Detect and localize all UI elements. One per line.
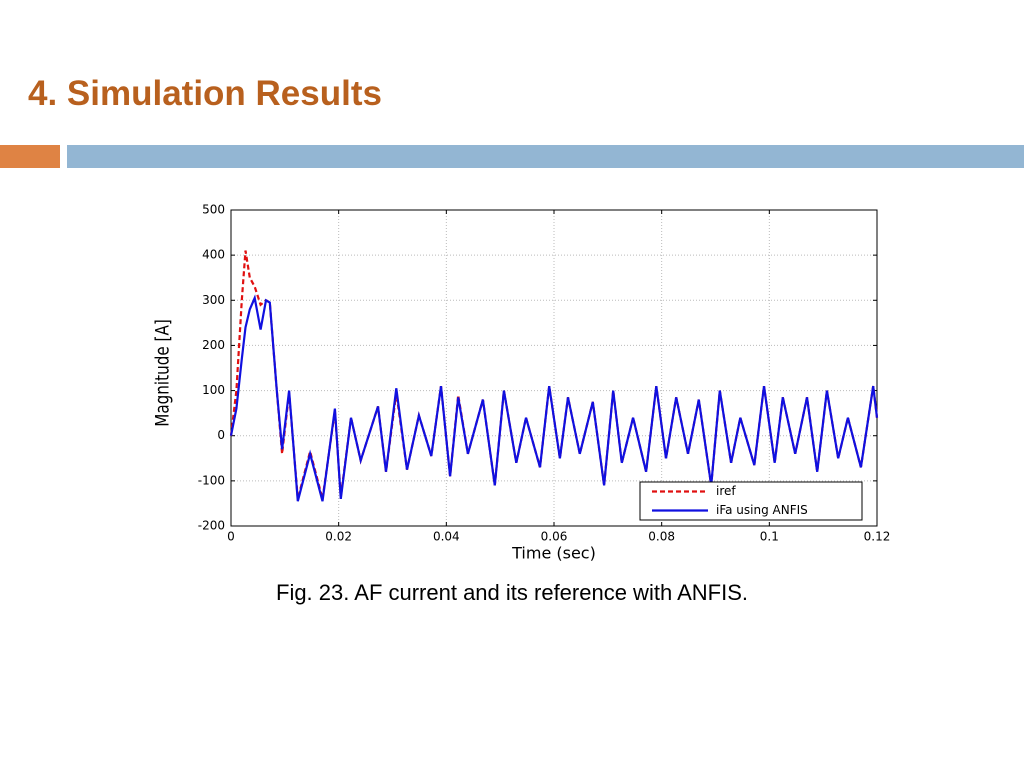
y-axis-label: Magnitude [A]	[152, 319, 174, 427]
x-tick-label: 0.1	[760, 530, 779, 544]
plot-frame	[230, 209, 878, 527]
x-tick-label: 0	[227, 530, 235, 544]
accent-bar	[0, 145, 60, 168]
slide-title: 4. Simulation Results	[28, 74, 382, 113]
y-tick-label: -100	[198, 473, 225, 487]
y-tick-label: 500	[202, 203, 225, 217]
x-tick-label: 0.08	[648, 530, 675, 544]
y-tick-label: -200	[198, 519, 225, 533]
legend-label: iref	[716, 484, 736, 498]
x-tick-label: 0.02	[325, 530, 352, 544]
chart: -200 -100 0 100 200 300 400 500 0 0.02 0.04 0.06 0.0…	[152, 203, 891, 563]
x-axis-label: Time (sec)	[511, 544, 596, 563]
legend: iref iFa using ANFIS	[639, 481, 863, 521]
plot-area	[231, 210, 877, 526]
y-tick-label: 300	[202, 293, 225, 307]
y-tick-label: 100	[202, 383, 225, 397]
figure-caption: Fig. 23. AF current and its reference wi…	[276, 580, 748, 605]
header-bar	[67, 145, 1024, 168]
legend-box	[639, 481, 863, 521]
legend-label: iFa using ANFIS	[716, 503, 808, 517]
x-tick-label: 0.04	[433, 530, 460, 544]
x-tick-label: 0.12	[864, 530, 891, 544]
y-tick-label: 400	[202, 248, 225, 262]
y-tick-label: 200	[202, 338, 225, 352]
x-tick-label: 0.06	[541, 530, 568, 544]
data-line	[229, 294, 879, 502]
y-tick-label: 0	[217, 428, 225, 442]
